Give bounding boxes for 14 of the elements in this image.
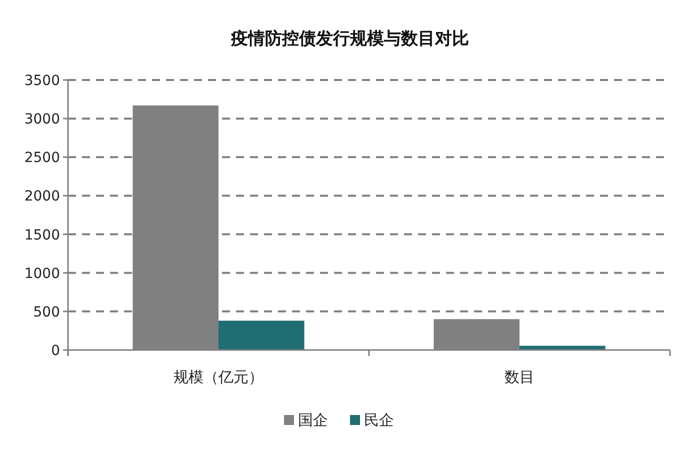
bar [218,320,304,350]
y-tick-label: 2000 [24,188,60,205]
y-tick-label: 1500 [24,227,60,244]
x-tick-label: 数目 [504,368,534,386]
y-tick-label: 0 [51,343,60,359]
y-tick-label: 3000 [24,112,60,128]
legend-label: 国企 [298,411,328,429]
chart-title: 疫情防控债发行规模与数目对比 [230,29,469,49]
y-tick-label: 3500 [24,73,60,89]
legend-label: 民企 [364,411,394,429]
y-tick-label: 2500 [24,150,60,166]
x-tick-label: 规模（亿元） [174,368,264,386]
y-tick-label: 500 [33,304,60,320]
y-tick-label: 1000 [24,266,60,282]
